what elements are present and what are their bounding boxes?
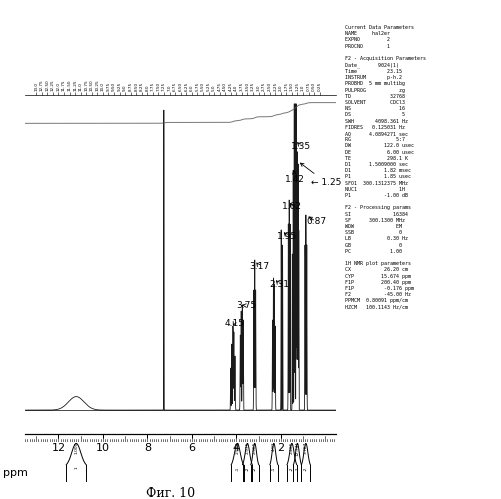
Text: -2: -2 [295,467,299,471]
Text: 1.35: 1.35 [290,142,310,151]
Text: 1.000: 1.000 [74,441,78,454]
Text: 2.31: 2.31 [269,280,289,289]
Text: 3.75: 3.75 [236,301,256,310]
Text: -2: -2 [303,467,307,471]
Text: -2: -2 [289,467,293,471]
Text: -2: -2 [245,467,249,471]
Text: 3.787: 3.787 [303,441,307,454]
Text: 1: 1 [74,467,78,470]
Text: 2.965: 2.965 [252,441,256,454]
Text: ppm: ppm [4,468,28,478]
Text: 1.42: 1.42 [285,171,305,184]
Text: 12.741: 12.741 [295,441,299,457]
Text: -1: -1 [235,467,239,471]
Text: Фиг. 10: Фиг. 10 [146,487,195,499]
Text: 4.15: 4.15 [223,319,243,328]
Text: -1: -1 [272,467,276,471]
Text: -2: -2 [252,467,256,471]
Text: 2.975: 2.975 [245,441,249,454]
Text: Current Data Parameters
NAME     hal2er
EXPNO         2
PROCNO        1

F2 - Ac: Current Data Parameters NAME hal2er EXPN… [344,25,425,309]
Text: 2.406: 2.406 [289,441,293,454]
Text: 0.87: 0.87 [305,217,325,226]
Text: 1.95: 1.95 [277,232,297,241]
Text: 1.62: 1.62 [282,202,301,211]
Text: ← 1.25: ← 1.25 [300,163,341,187]
Text: 3.17: 3.17 [248,262,269,271]
Text: 2.527: 2.527 [235,441,239,454]
Text: 4.92: 4.92 [272,441,276,451]
